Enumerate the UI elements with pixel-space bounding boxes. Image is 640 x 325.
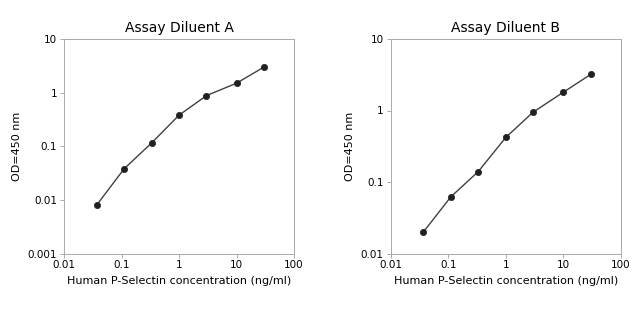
Y-axis label: OD=450 nm: OD=450 nm [12, 111, 22, 181]
Title: Assay Diluent B: Assay Diluent B [451, 21, 560, 35]
X-axis label: Human P-Selectin concentration (ng/ml): Human P-Selectin concentration (ng/ml) [394, 276, 618, 286]
Y-axis label: OD=450 nm: OD=450 nm [345, 111, 355, 181]
X-axis label: Human P-Selectin concentration (ng/ml): Human P-Selectin concentration (ng/ml) [67, 276, 291, 286]
Title: Assay Diluent A: Assay Diluent A [125, 21, 234, 35]
